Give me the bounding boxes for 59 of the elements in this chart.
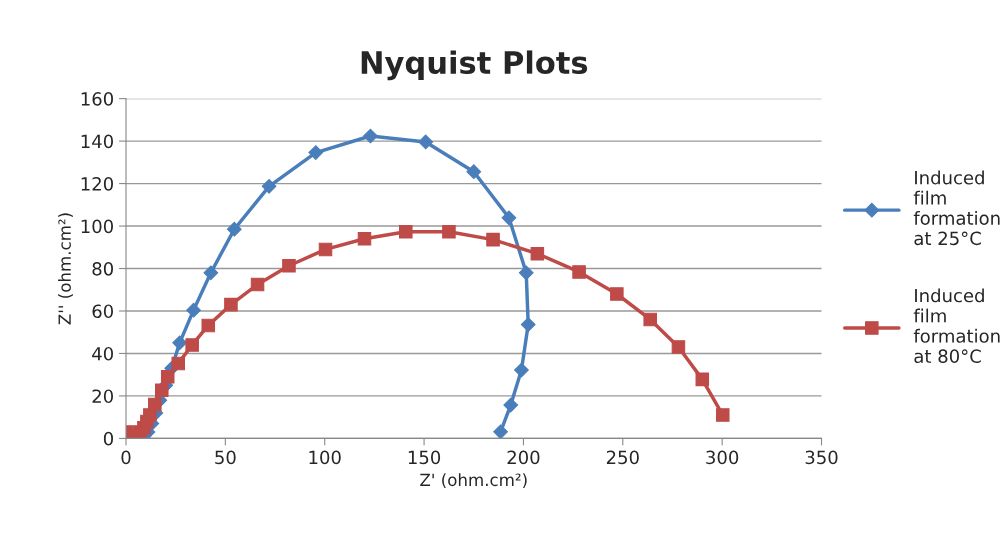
- x-tick-label: 350: [805, 450, 838, 465]
- chart-title: Nyquist Plots: [361, 50, 588, 81]
- point: [418, 134, 434, 150]
- x-axis-title: Z' (ohm.cm²): [420, 473, 527, 489]
- point: [155, 383, 169, 397]
- point: [172, 335, 188, 351]
- x-tick-label: 300: [706, 450, 739, 465]
- point: [520, 317, 536, 332]
- y-tick-label: 80: [92, 261, 113, 276]
- point: [671, 340, 686, 354]
- point: [201, 318, 216, 333]
- point: [695, 372, 710, 387]
- point: [250, 277, 265, 292]
- y-tick-label: 20: [92, 389, 113, 404]
- point: [514, 362, 529, 378]
- point: [501, 210, 517, 226]
- point: [503, 397, 519, 413]
- point: [226, 221, 242, 237]
- x-tick-label: 150: [408, 450, 441, 465]
- point: [203, 265, 219, 281]
- y-tick-label: 160: [81, 92, 113, 106]
- point: [185, 338, 199, 352]
- x-tick-label: 200: [507, 450, 540, 465]
- point: [442, 225, 456, 239]
- point: [357, 232, 372, 246]
- point: [148, 397, 162, 412]
- point: [363, 128, 378, 144]
- point: [308, 145, 324, 160]
- x-tick-label: 100: [309, 450, 341, 465]
- y-tick-label: 100: [81, 219, 113, 234]
- point: [282, 258, 296, 273]
- y-tick-label: 40: [92, 346, 113, 361]
- point: [715, 408, 730, 422]
- point: [643, 312, 657, 327]
- point: [171, 356, 186, 371]
- point: [399, 225, 413, 239]
- point: [261, 178, 277, 194]
- point: [486, 232, 500, 247]
- x-tick-label: 50: [215, 450, 236, 465]
- point: [610, 287, 624, 301]
- x-tick-label: 0: [121, 450, 131, 465]
- legend-label: Induced film formation at 25°C: [913, 170, 1000, 246]
- y-tick-label: 60: [92, 304, 113, 319]
- point: [466, 164, 482, 180]
- point: [160, 370, 175, 384]
- legend-label: Induced film formation at 80°C: [913, 288, 1000, 364]
- y-tick-label: 0: [103, 431, 113, 446]
- point: [493, 424, 508, 439]
- y-axis-title: Z'' (ohm.cm²): [58, 213, 73, 325]
- y-tick-label: 120: [81, 177, 113, 191]
- point: [530, 246, 545, 261]
- y-tick-label: 140: [81, 134, 113, 149]
- point: [143, 408, 157, 422]
- point: [518, 265, 534, 281]
- point: [224, 297, 238, 312]
- x-tick-label: 250: [606, 450, 639, 465]
- point: [572, 265, 586, 279]
- point: [318, 242, 333, 257]
- point: [186, 302, 201, 318]
